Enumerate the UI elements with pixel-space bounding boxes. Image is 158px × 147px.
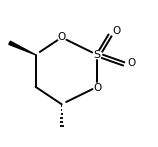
Text: S: S [94,50,101,60]
Text: O: O [127,58,135,68]
Text: O: O [112,26,120,36]
Text: O: O [93,82,101,92]
Polygon shape [9,41,36,55]
Text: O: O [58,32,66,42]
